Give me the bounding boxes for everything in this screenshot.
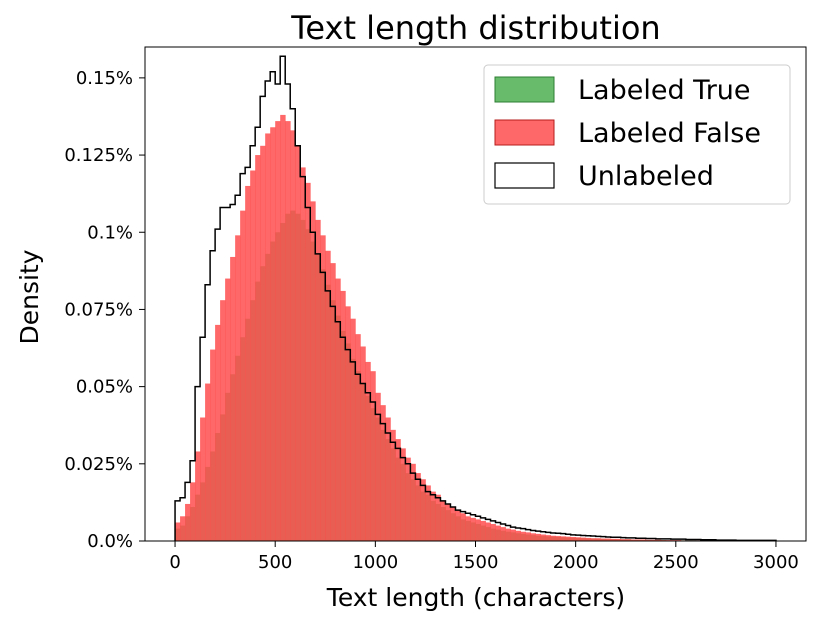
bar-labeled-false-75 xyxy=(551,536,556,541)
bar-labeled-false-4 xyxy=(195,451,200,541)
y-axis-label: Density xyxy=(15,249,44,344)
bar-labeled-false-69 xyxy=(521,532,526,541)
bar-labeled-false-18 xyxy=(265,133,270,541)
bar-labeled-false-74 xyxy=(546,535,551,541)
legend: Labeled True Labeled False Unlabeled xyxy=(484,65,790,204)
x-axis-label: Text length (characters) xyxy=(326,583,625,612)
legend-swatch-labeled-true xyxy=(495,77,554,102)
chart-title: Text length distribution xyxy=(290,9,660,47)
bar-labeled-false-76 xyxy=(556,536,561,541)
bar-labeled-false-73 xyxy=(541,535,546,541)
bar-labeled-false-20 xyxy=(275,121,280,541)
bar-labeled-false-22 xyxy=(285,121,290,541)
bar-labeled-false-6 xyxy=(205,384,210,541)
bar-labeled-false-36 xyxy=(355,334,360,541)
bar-labeled-false-31 xyxy=(330,263,335,541)
bar-labeled-false-32 xyxy=(335,279,340,541)
bar-labeled-false-7 xyxy=(210,350,215,541)
x-tick-label: 2000 xyxy=(553,552,599,573)
bar-labeled-false-1 xyxy=(180,516,185,541)
bar-labeled-false-35 xyxy=(350,319,355,541)
bar-labeled-false-78 xyxy=(566,537,571,541)
bar-labeled-false-58 xyxy=(465,516,470,541)
y-tick-label: 0.1% xyxy=(87,222,133,243)
x-tick-label: 0 xyxy=(169,552,180,573)
x-tick-label: 1000 xyxy=(352,552,398,573)
x-tick-label: 1500 xyxy=(453,552,499,573)
bar-labeled-false-5 xyxy=(200,418,205,542)
bar-labeled-false-0 xyxy=(175,522,180,541)
bar-labeled-false-80 xyxy=(576,537,581,541)
bar-labeled-false-39 xyxy=(370,371,375,541)
bar-labeled-false-57 xyxy=(460,513,465,541)
bar-labeled-false-16 xyxy=(255,155,260,541)
bar-labeled-false-9 xyxy=(220,300,225,541)
bar-labeled-false-59 xyxy=(470,518,475,541)
y-tick-label: 0.125% xyxy=(64,145,133,166)
bar-labeled-false-11 xyxy=(230,257,235,541)
legend-label-unlabeled: Unlabeled xyxy=(578,161,714,192)
bar-labeled-false-64 xyxy=(496,526,501,541)
bar-labeled-false-21 xyxy=(280,115,285,541)
bar-labeled-false-13 xyxy=(240,211,245,541)
bar-labeled-false-61 xyxy=(481,521,486,541)
bar-labeled-false-54 xyxy=(445,504,450,541)
bar-labeled-false-60 xyxy=(476,519,481,541)
x-tick-label: 3000 xyxy=(753,552,799,573)
bar-labeled-false-63 xyxy=(491,524,496,541)
bar-labeled-false-53 xyxy=(440,501,445,541)
bar-labeled-false-34 xyxy=(345,306,350,541)
bar-labeled-false-77 xyxy=(561,536,566,541)
bar-labeled-false-23 xyxy=(290,130,295,541)
bar-labeled-false-8 xyxy=(215,325,220,541)
bar-labeled-false-26 xyxy=(305,183,310,541)
bar-labeled-false-24 xyxy=(295,146,300,541)
y-tick-label: 0.025% xyxy=(64,454,133,475)
x-tick-label: 500 xyxy=(258,552,292,573)
bar-labeled-false-79 xyxy=(571,537,576,541)
bar-labeled-false-68 xyxy=(516,531,521,541)
legend-label-labeled-false: Labeled False xyxy=(578,118,761,149)
bar-labeled-false-17 xyxy=(260,146,265,541)
bar-labeled-false-38 xyxy=(365,362,370,541)
bar-labeled-false-3 xyxy=(190,482,195,541)
bar-labeled-false-25 xyxy=(300,167,305,541)
bar-labeled-false-51 xyxy=(430,492,435,541)
bar-labeled-false-37 xyxy=(360,346,365,541)
bar-labeled-false-67 xyxy=(511,530,516,541)
y-tick-label: 0.05% xyxy=(76,377,133,398)
bar-labeled-false-81 xyxy=(581,538,586,541)
legend-swatch-unlabeled xyxy=(495,163,554,188)
bar-labeled-false-12 xyxy=(235,235,240,541)
bar-labeled-false-66 xyxy=(506,529,511,541)
bar-labeled-false-15 xyxy=(250,171,255,542)
x-tick-label: 2500 xyxy=(653,552,699,573)
bar-labeled-false-65 xyxy=(501,527,506,541)
bar-labeled-false-14 xyxy=(245,186,250,541)
bar-labeled-false-72 xyxy=(536,534,541,541)
bar-labeled-false-70 xyxy=(526,532,531,541)
bar-labeled-false-33 xyxy=(340,291,345,541)
bar-labeled-false-55 xyxy=(450,507,455,541)
legend-swatch-labeled-false xyxy=(495,120,554,145)
legend-label-labeled-true: Labeled True xyxy=(578,75,751,106)
y-tick-label: 0.0% xyxy=(87,531,133,552)
bar-labeled-false-19 xyxy=(270,127,275,541)
bar-labeled-false-62 xyxy=(486,522,491,541)
y-tick-label: 0.15% xyxy=(76,68,133,89)
bar-labeled-false-52 xyxy=(435,495,440,541)
bar-labeled-false-56 xyxy=(455,510,460,541)
bar-labeled-false-2 xyxy=(185,504,190,541)
bar-labeled-false-71 xyxy=(531,533,536,541)
y-tick-label: 0.075% xyxy=(64,299,133,320)
bar-labeled-false-10 xyxy=(225,279,230,541)
